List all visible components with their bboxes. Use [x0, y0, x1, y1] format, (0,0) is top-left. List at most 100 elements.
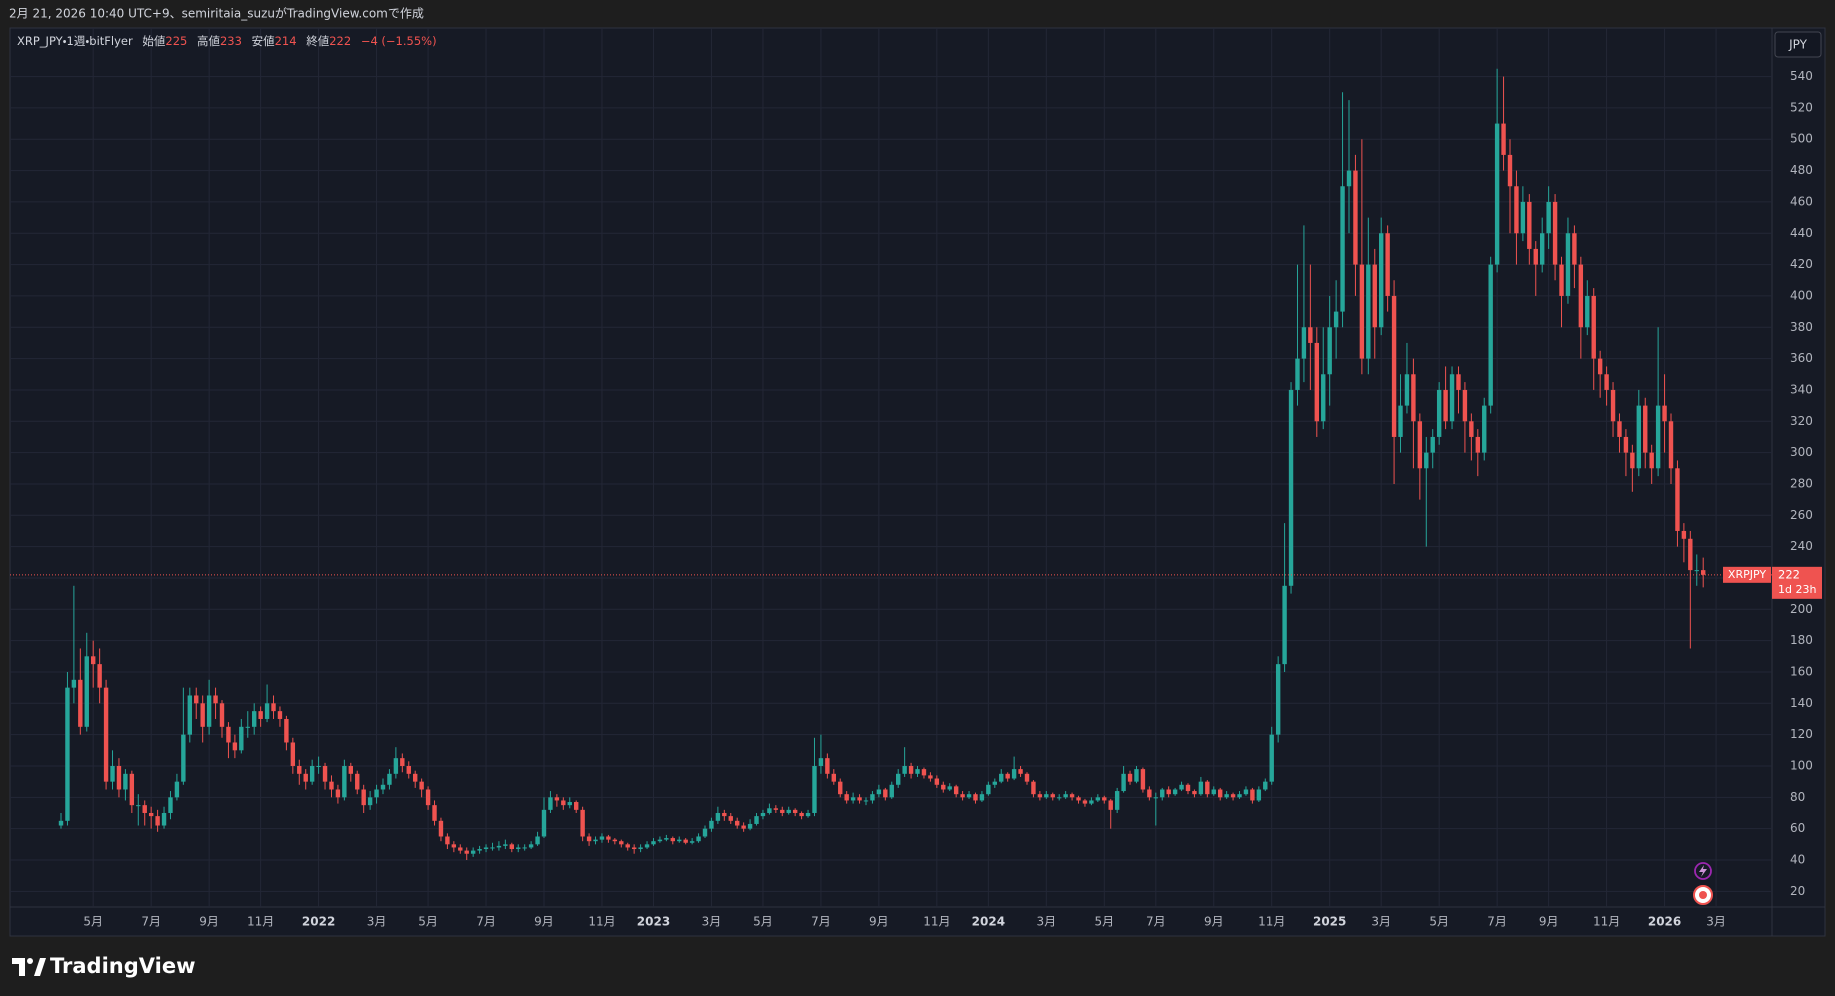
- candle-body: [458, 847, 463, 851]
- candle-body: [1011, 769, 1017, 779]
- candle-body: [1172, 789, 1178, 795]
- candle-body: [689, 841, 695, 843]
- candle-body: [902, 765, 907, 774]
- x-tick-label: 5月: [1429, 915, 1449, 929]
- y-tick-label: 300: [1790, 445, 1813, 459]
- candle-body: [277, 711, 283, 719]
- y-tick-label: 400: [1790, 288, 1813, 302]
- candle-body: [1359, 264, 1365, 359]
- candle-body: [1662, 405, 1667, 422]
- candle-body: [1282, 585, 1287, 665]
- candle-body: [1069, 794, 1075, 798]
- legend-line: XRP_JPY・1週・bitFlyer 始値225 高値233 安値214 終値…: [17, 34, 437, 48]
- x-tick-label: 2022: [302, 915, 335, 929]
- candle-body: [284, 718, 289, 743]
- candle-body: [1591, 295, 1596, 359]
- candle-body: [599, 836, 605, 840]
- candle-body: [464, 850, 469, 854]
- candle-body: [1218, 789, 1223, 798]
- candle-body: [522, 847, 527, 849]
- x-tick-label: 11月: [923, 915, 950, 929]
- record-icon-dot: [1699, 891, 1707, 899]
- y-tick-label: 420: [1790, 257, 1813, 271]
- candle-body: [316, 765, 321, 767]
- candle-body: [1681, 530, 1687, 539]
- candle-body: [232, 742, 238, 751]
- logo-mark: [27, 958, 33, 964]
- candle-body: [309, 765, 315, 782]
- x-tick-label: 7月: [1146, 915, 1166, 929]
- candle-body: [1301, 327, 1307, 359]
- candle-body: [1237, 794, 1242, 798]
- x-tick-label: 3月: [1371, 915, 1391, 929]
- y-tick-label: 60: [1790, 821, 1805, 835]
- candle-body: [1108, 800, 1113, 810]
- candle-body: [58, 820, 64, 826]
- candle-body: [116, 765, 122, 790]
- candle-body: [1675, 468, 1680, 531]
- candle-body: [1456, 374, 1461, 390]
- alert-icon[interactable]: [1694, 862, 1712, 880]
- candle-body: [1655, 405, 1661, 469]
- candle-body: [1366, 264, 1371, 359]
- candle-body: [342, 765, 347, 798]
- candle-body: [1636, 405, 1641, 469]
- candle-body: [941, 784, 946, 790]
- candle-body: [979, 794, 985, 801]
- ohlc-value: 214: [275, 34, 297, 48]
- candle-body: [1372, 264, 1377, 328]
- candle-body: [1295, 358, 1300, 390]
- x-tick-label: 7月: [811, 915, 831, 929]
- x-tick-label: 3月: [702, 915, 722, 929]
- candle-body: [541, 809, 547, 837]
- currency-button[interactable]: [1774, 31, 1822, 58]
- candle-body: [258, 711, 263, 719]
- candle-body: [1050, 794, 1055, 798]
- currency-label[interactable]: JPY: [1788, 38, 1808, 52]
- candle-body: [805, 812, 811, 817]
- x-tick-label: 9月: [1204, 915, 1224, 929]
- candle-body: [1424, 452, 1429, 469]
- candle-body: [1572, 233, 1577, 265]
- candle-body: [625, 844, 630, 848]
- candle-body: [1462, 389, 1468, 422]
- x-tick-label: 2025: [1313, 915, 1346, 929]
- candle-body: [825, 758, 830, 774]
- candle-body: [657, 839, 663, 842]
- candle-body: [1076, 797, 1081, 801]
- y-tick-label: 440: [1790, 226, 1813, 240]
- candles: [58, 68, 1706, 860]
- alert-icon-bolt: [1699, 865, 1707, 877]
- candle-body: [200, 703, 205, 727]
- candle-body: [1385, 233, 1390, 296]
- candle-body: [1630, 452, 1635, 469]
- candle-body: [1166, 789, 1171, 795]
- candle-body: [1597, 358, 1603, 375]
- candle-body: [483, 847, 489, 850]
- candle-body: [1095, 797, 1101, 801]
- y-tick-label: 180: [1790, 633, 1813, 647]
- candle-body: [870, 794, 875, 801]
- x-tick-label: 2023: [637, 915, 670, 929]
- candle-body: [1649, 452, 1654, 469]
- candle-body: [174, 781, 180, 798]
- candle-body: [1398, 405, 1403, 437]
- candle-body: [1475, 436, 1480, 453]
- candle-body: [1147, 789, 1152, 798]
- brand-logo: [12, 958, 46, 976]
- candle-body: [735, 820, 740, 826]
- candle-body: [1089, 800, 1094, 804]
- candle-body: [1211, 789, 1216, 795]
- candle-body: [1469, 421, 1474, 437]
- candle-body: [953, 786, 959, 795]
- candle-body: [1269, 734, 1274, 782]
- candle-body: [1488, 264, 1493, 406]
- ohlc-value: 233: [220, 34, 242, 48]
- candle-body: [1565, 233, 1571, 296]
- header-text: 2月 21, 2026 10:40 UTC+9、semiritaia_suzuが…: [9, 6, 424, 21]
- candle-body: [194, 695, 199, 704]
- candle-body: [992, 781, 997, 785]
- candle-body: [1411, 374, 1416, 422]
- x-tick-label: 3月: [367, 915, 387, 929]
- candle-body: [490, 847, 495, 849]
